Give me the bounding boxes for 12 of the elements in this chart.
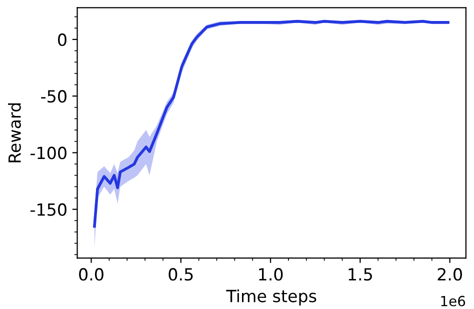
x-tick-label: 1.0 bbox=[259, 268, 283, 281]
x-tick-label: 1.5 bbox=[348, 268, 372, 281]
y-tick-label: -150 bbox=[30, 203, 66, 216]
y-tick-label: -50 bbox=[41, 90, 66, 103]
x-tick-label: 0.5 bbox=[168, 268, 193, 281]
y-tick-label: 0 bbox=[58, 33, 66, 46]
y-tick-label: -100 bbox=[30, 146, 66, 160]
text: 1e6 bbox=[441, 296, 466, 306]
x-tick-label: 0.0 bbox=[79, 268, 104, 281]
y-axis-title: Reward bbox=[8, 103, 21, 162]
x-axis-title: Time steps bbox=[226, 289, 316, 306]
x-tick-label: 2.0 bbox=[438, 268, 462, 281]
